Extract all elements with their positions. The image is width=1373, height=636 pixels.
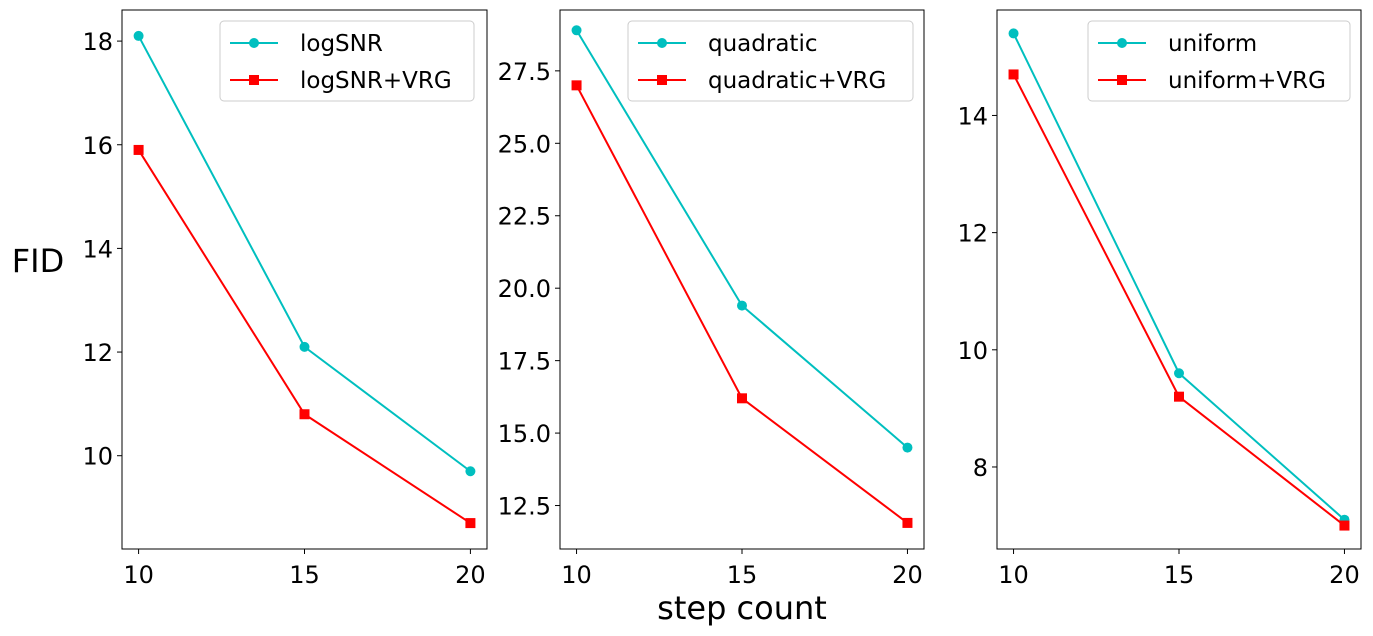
legend-label: uniform+VRG [1168,68,1326,94]
series-line [1012,32,1346,521]
data-point [571,25,582,36]
legend-marker [249,75,259,85]
data-point [1008,69,1019,80]
data-point [465,518,476,529]
chart-panel-2: 10 15 20 12.5 15.0 17.5 20.0 22.5 25.0 27.5 quadra… [498,9,925,589]
y-tick-label: 17.5 [498,348,551,376]
series-logSNR [133,30,476,477]
legend-label: quadratic [708,31,817,57]
data-point [133,30,144,41]
data-point [299,409,310,420]
series-uniform+VRG [1008,69,1350,531]
data-point [902,442,913,453]
legend-entry: uniform [1098,31,1257,57]
y-tick-label: 15.0 [498,420,551,448]
legend-label: uniform [1168,31,1257,57]
legend: uniform uniform+VRG [1087,20,1351,102]
data-point [1174,368,1184,379]
legend: quadratic quadratic+VRG [627,20,914,102]
data-point [133,144,144,155]
legend: logSNR logSNR+VRG [219,20,475,102]
x-tick-label: 10 [998,561,1029,589]
x-tick-label: 20 [455,561,486,589]
legend-box [1087,20,1351,102]
y-axis-title: FID [12,242,64,280]
y-tick-label: 10 [957,337,988,365]
series-line [137,149,471,524]
series-quadratic [571,25,913,453]
data-point [571,80,582,91]
x-tick-label: 10 [123,561,154,589]
x-tick-label: 15 [727,561,758,589]
y-tick-label: 18 [82,28,113,56]
data-point [1008,28,1019,39]
legend-marker [1117,38,1127,48]
data-point [737,300,747,311]
legend-marker [249,38,259,48]
x-tick-label: 20 [892,561,923,589]
legend-entry: logSNR+VRG [230,68,452,94]
data-point [737,393,747,404]
data-point [902,517,913,528]
x-axis-title: step count [657,589,827,627]
y-tick-label: 14 [957,102,988,130]
series-uniform [1008,28,1350,525]
legend-label: logSNR+VRG [300,68,452,94]
legend-entry: uniform+VRG [1098,68,1326,94]
data-point [1174,391,1184,402]
y-tick-label: 12.5 [498,493,551,521]
y-tick-label: 27.5 [498,58,551,86]
legend-marker [1117,75,1127,85]
series-line [1012,73,1346,527]
legend-marker [657,75,667,85]
legend-label: logSNR [300,31,383,57]
legend-box [627,20,914,102]
x-tick-label: 10 [561,561,592,589]
y-tick-label: 12 [957,220,988,248]
legend-entry: logSNR [230,31,383,57]
legend-marker [657,38,667,48]
data-point [299,341,310,352]
chart-panel-3: 10 15 20 8 10 12 14 uniform uniform+VRG [957,9,1362,589]
y-tick-label: 22.5 [498,203,551,231]
data-point [1339,520,1350,531]
series-quadratic+VRG [571,80,913,528]
legend-entry: quadratic [638,31,817,57]
chart-panel-1: 10 15 20 10 12 14 16 18 logSNR logSNR+VRG [82,9,488,589]
y-tick-label: 16 [82,132,113,160]
series-logSNR+VRG [133,144,476,529]
y-tick-label: 10 [82,443,113,471]
y-tick-label: 12 [82,339,113,367]
legend-label: quadratic+VRG [708,68,886,94]
x-tick-label: 15 [289,561,320,589]
data-point [465,466,476,477]
legend-entry: quadratic+VRG [638,68,886,94]
x-tick-label: 15 [1164,561,1195,589]
x-tick-label: 20 [1329,561,1360,589]
y-tick-label: 14 [82,235,113,263]
y-tick-label: 8 [973,454,988,482]
legend-box [219,20,475,102]
y-tick-label: 20.0 [498,275,551,303]
y-tick-label: 25.0 [498,130,551,158]
